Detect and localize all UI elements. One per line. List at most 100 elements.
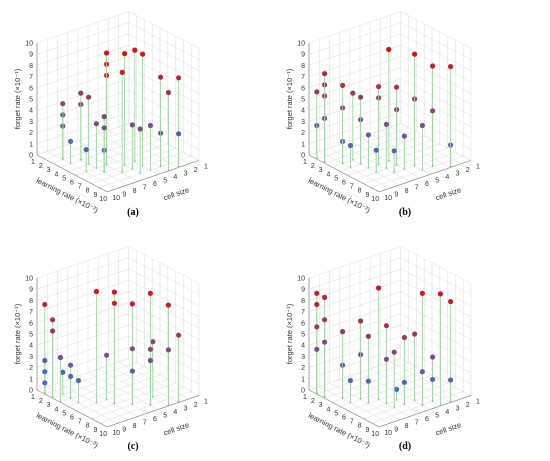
floor-marker: * [385,167,387,173]
x-axis-line [36,389,108,428]
floor-grid-line [98,133,169,172]
x-tick-label: 7 [350,419,354,426]
floor-marker: * [352,158,354,164]
floor-grid-line [108,365,179,403]
wall-grid-line [400,123,472,161]
floor-marker: * [106,398,108,404]
floor-marker: * [62,393,64,399]
floor-marker: * [324,161,326,167]
wall-grid-line [36,112,129,145]
data-point [340,329,346,335]
wall-grid-line [128,257,200,295]
floor-grid-line [370,133,441,172]
wall-grid-line [128,11,200,49]
floor-marker: * [316,157,318,163]
floor-grid-line [316,362,409,395]
floor-grid-line [370,368,441,407]
floor-marker: * [367,402,369,408]
y-tick-label: 10 [384,195,392,202]
data-point [50,328,56,334]
data-point [401,379,407,385]
floor-marker: * [316,392,318,398]
floor-grid-line [44,127,137,160]
y-tick-label: 4 [445,174,449,181]
z-tick-label: 5 [29,332,33,339]
wall-grid-line [400,112,472,150]
wall-grid-line [36,56,129,89]
data-point [75,377,81,384]
floor-marker: * [414,164,416,170]
data-point [137,126,143,132]
floor-marker: * [52,396,54,402]
floor-marker: * [52,396,54,402]
z-tick-label: 4 [29,108,33,115]
z-tick-label: 10 [297,41,305,48]
y-tick-label: 7 [143,184,147,191]
floor-marker: * [421,168,423,174]
floor-marker: * [432,400,434,406]
wall-grid-line [128,268,200,307]
y-tick-label: 4 [173,174,177,181]
data-point [57,354,64,361]
z-tick-label: 10 [297,276,305,283]
data-point [394,84,400,90]
floor-grid-line [324,131,417,164]
x-tick-label: 6 [70,180,74,187]
y-tick-label: 6 [153,416,157,423]
y-axis-line [379,395,472,428]
x-tick-label: 9 [365,427,369,434]
z-axis-label: forget rate (×10⁻¹) [285,68,294,129]
x-tick-label: 10 [99,431,107,438]
data-point [122,51,128,57]
data-point [430,108,436,114]
data-point [314,290,320,296]
grid [308,11,472,193]
wall-grid-line [400,89,472,128]
floor-grid-line [47,151,118,189]
data-point [383,356,389,362]
floor-grid-line [380,130,451,168]
z-tick-label: 1 [29,141,33,148]
floor-grid-line [52,366,145,399]
data-point [322,71,328,77]
data-point [350,90,356,96]
floor-marker: * [324,161,326,167]
floor-marker: * [432,165,434,171]
wall-grid-line [36,11,129,44]
floor-marker: * [375,171,377,177]
z-tick-label: 9 [29,287,33,294]
wall-grid-line [308,257,401,290]
y-tick-label: 9 [122,426,126,433]
floor-marker: * [388,160,390,166]
floor-marker: * [349,166,351,172]
wall-grid-line [400,279,472,318]
floor-marker: * [178,165,180,171]
floor-marker: * [367,167,369,173]
z-tick-label: 0 [301,388,305,395]
y-tick-label: 7 [415,419,419,426]
floor-grid-line [329,147,400,186]
wall-grid-line [128,347,200,385]
data-point [176,75,182,81]
floor-marker: * [432,165,434,171]
y-tick-label: 3 [184,405,188,412]
data-point [347,142,353,149]
wall-grid-line [36,44,129,77]
data-point [129,346,135,352]
y-tick-label: 3 [184,170,188,177]
floor-marker: * [342,397,344,403]
z-tick-label: 1 [301,141,305,148]
y-tick-label: 7 [143,419,147,426]
floor-marker: * [80,158,82,164]
floor-marker: * [77,401,79,407]
z-tick-label: 5 [29,97,33,104]
data-point [322,339,328,345]
x-tick-label: 1 [303,394,307,401]
floor-marker: * [342,397,344,403]
y-tick-label: 5 [163,412,167,419]
floor-grid-line [57,382,128,421]
y-tick-label: 8 [405,188,409,195]
floor-marker: * [450,400,452,406]
data-point [176,131,182,137]
z-tick-label: 8 [29,298,33,305]
